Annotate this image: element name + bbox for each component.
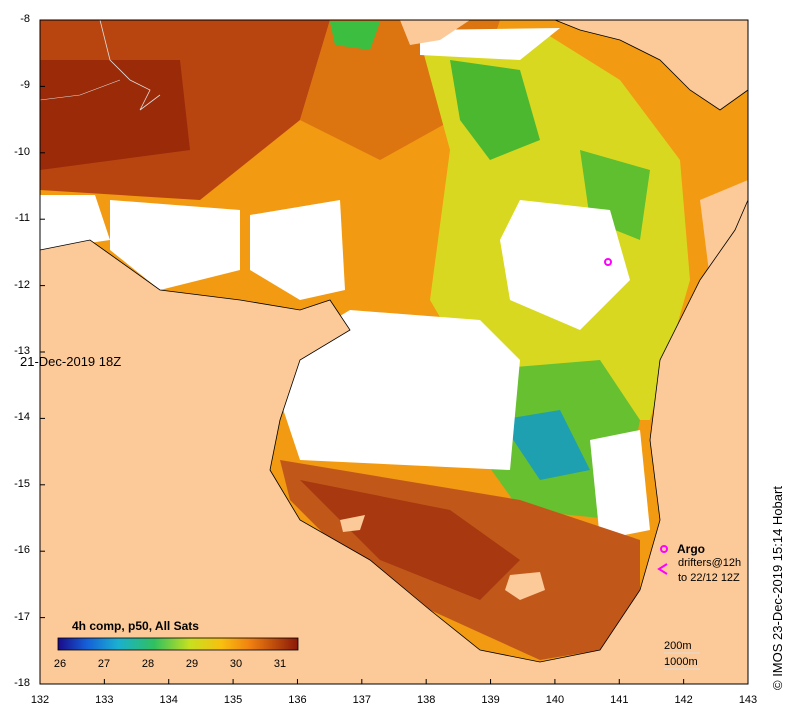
land-east-coast bbox=[700, 180, 748, 280]
x-tick-label: 132 bbox=[30, 694, 50, 706]
ocean-hot-south bbox=[300, 480, 520, 600]
y-tick-label: -9 bbox=[20, 79, 30, 92]
x-tick-label: 142 bbox=[674, 694, 693, 706]
missing-east bbox=[500, 200, 630, 330]
drifter-legend-icon bbox=[657, 563, 668, 575]
contour-1000m bbox=[39, 79, 121, 101]
contour-200m bbox=[99, 19, 161, 111]
missing-north bbox=[420, 28, 560, 60]
y-tick-label: -17 bbox=[14, 610, 30, 623]
argo-legend-label: Argo bbox=[677, 542, 705, 556]
x-tick-label: 137 bbox=[352, 694, 371, 706]
colorbar-tick-label: 29 bbox=[185, 658, 199, 670]
y-tick-label: -14 bbox=[14, 411, 30, 424]
credit-label: © IMOS 23-Dec-2019 15:14 Hobart bbox=[770, 486, 785, 690]
drifter-legend-label: drifters@12h bbox=[678, 557, 742, 569]
colorbar-tick-label: 27 bbox=[97, 658, 111, 670]
y-tick-label: -15 bbox=[14, 477, 30, 490]
x-tick-label: 141 bbox=[610, 694, 629, 706]
missing-west-2 bbox=[110, 200, 240, 290]
colorbar-title: 4h comp, p50, All Sats bbox=[72, 619, 199, 633]
land-northeast bbox=[555, 20, 748, 110]
contour-200m-label: 200m bbox=[664, 640, 692, 652]
colorbar-tick-label: 30 bbox=[229, 658, 243, 670]
y-tick-label: -12 bbox=[14, 278, 30, 291]
x-tick-label: 135 bbox=[223, 694, 243, 706]
y-tick-label: -18 bbox=[14, 677, 30, 689]
ocean-cool-patch bbox=[500, 410, 590, 480]
missing-west bbox=[40, 195, 110, 250]
land-island-south bbox=[505, 572, 545, 600]
drifter-legend-sublabel: to 22/12 12Z bbox=[678, 572, 740, 584]
contour-1000m-label: 1000m bbox=[664, 656, 698, 668]
y-tick-label: -8 bbox=[20, 13, 30, 25]
axis-tick-marks bbox=[39, 19, 749, 685]
ocean-green-patch bbox=[330, 22, 380, 50]
ocean-hot-northwest bbox=[40, 60, 190, 170]
y-tick-label: -16 bbox=[14, 544, 30, 557]
land-islet bbox=[340, 515, 365, 532]
colorbar-tick-label: 31 bbox=[273, 658, 287, 670]
colorbar bbox=[57, 637, 299, 651]
argo-float-marker bbox=[604, 258, 612, 266]
y-tick-label: -13 bbox=[14, 345, 30, 357]
missing-southeast bbox=[590, 430, 650, 540]
missing-center bbox=[280, 310, 520, 470]
coastline-northeast bbox=[554, 19, 749, 111]
x-tick-label: 136 bbox=[288, 694, 307, 706]
x-tick-label: 143 bbox=[738, 694, 758, 706]
coastline bbox=[39, 199, 749, 663]
land-southwest bbox=[40, 200, 748, 684]
missing-center-west bbox=[250, 200, 345, 300]
land-north-island bbox=[400, 20, 470, 45]
ocean-green-north bbox=[450, 60, 540, 160]
x-tick-label: 139 bbox=[481, 694, 500, 706]
x-tick-label: 138 bbox=[416, 694, 436, 706]
y-tick-label: -10 bbox=[14, 145, 30, 158]
x-tick-label: 134 bbox=[159, 694, 178, 706]
x-tick-label: 140 bbox=[545, 694, 565, 706]
argo-legend-icon bbox=[660, 545, 668, 553]
colorbar-tick-label: 26 bbox=[53, 658, 67, 670]
x-tick-label: 133 bbox=[95, 694, 114, 706]
timestamp-label: 21-Dec-2019 18Z bbox=[20, 354, 122, 369]
colorbar-tick-label: 28 bbox=[141, 658, 155, 670]
y-tick-label: -11 bbox=[14, 212, 30, 225]
